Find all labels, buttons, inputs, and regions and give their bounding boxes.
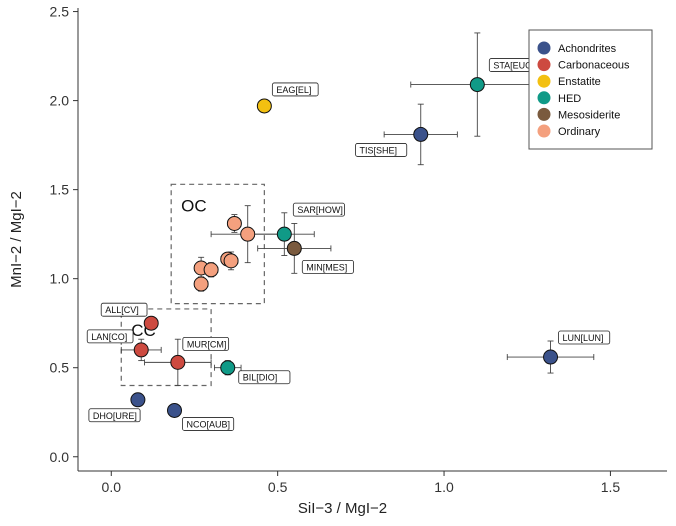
data-point-ordinary[interactable] (203, 262, 219, 278)
legend-label-ordinary: Ordinary (558, 126, 601, 138)
y-tick-label: 1.0 (50, 271, 70, 287)
y-tick-label: 2.0 (50, 93, 70, 109)
point-label-box (558, 330, 611, 345)
point-label: LAN[CO] (91, 332, 127, 342)
y-tick-label: 0.0 (50, 449, 70, 465)
x-axis-title: SiI−3 / MgI−2 (298, 500, 387, 517)
legend-marker-achondrites (537, 41, 551, 55)
point-label: LUN[LUN] (563, 333, 604, 343)
point-label-box (100, 302, 148, 317)
data-point-enstatite[interactable] (256, 98, 272, 114)
data-point-carbonaceous[interactable] (170, 354, 186, 370)
data-point-achondrites[interactable] (413, 126, 429, 142)
point-label-box (182, 417, 235, 431)
data-point-ordinary[interactable] (240, 226, 256, 242)
y-tick-label: 2.5 (50, 4, 70, 20)
data-point-hed[interactable] (220, 360, 236, 376)
point-label-box (182, 336, 230, 351)
point-label-box (238, 370, 291, 385)
data-point-achondrites[interactable] (167, 402, 183, 418)
point-label: DHO[URE] (93, 411, 137, 421)
legend-label-carbonaceous: Carbonaceous (558, 60, 630, 72)
x-tick-label: 0.0 (102, 479, 122, 495)
data-point-achondrites[interactable] (130, 392, 146, 408)
legend-marker-ordinary (537, 124, 551, 138)
legend-label-mesosiderite: Mesosiderite (558, 109, 620, 121)
data-point-achondrites[interactable] (543, 349, 559, 365)
point-label: STA[EUC] (493, 61, 534, 71)
data-point-carbonaceous[interactable] (143, 315, 159, 331)
x-tick-label: 1.5 (601, 479, 621, 495)
point-label: MUR[CM] (187, 339, 227, 349)
point-label: MIN[MES] (306, 262, 347, 272)
x-tick-label: 0.5 (268, 479, 288, 495)
point-label: TIS[SHE] (360, 145, 398, 155)
legend-marker-mesosiderite (537, 107, 551, 121)
x-tick-label: 1.0 (434, 479, 454, 495)
data-point-ordinary[interactable] (193, 276, 209, 292)
data-point-ordinary[interactable] (226, 215, 242, 231)
point-label: EAG[EL] (276, 85, 311, 95)
legend-label-hed: HED (558, 93, 581, 105)
legend-label-achondrites: Achondrites (558, 43, 617, 55)
legend-marker-enstatite (537, 74, 551, 88)
point-label-box (271, 82, 319, 97)
region-label-oc: OC (181, 196, 207, 215)
region-box-oc (170, 183, 265, 305)
point-label-box (301, 260, 354, 274)
point-label: ALL[CV] (105, 305, 139, 315)
data-point-carbonaceous[interactable] (133, 342, 149, 358)
legend-label-enstatite: Enstatite (558, 76, 601, 88)
point-label-box (292, 202, 345, 217)
data-point-ordinary[interactable] (223, 253, 239, 269)
data-point-hed[interactable] (276, 226, 292, 242)
point-label: SAR[HOW] (297, 205, 343, 215)
legend-marker-carbonaceous (537, 58, 551, 72)
y-tick-label: 0.5 (50, 360, 70, 376)
point-label: NCO[AUB] (187, 419, 231, 429)
point-label-box (86, 329, 134, 344)
data-point-mesosiderite[interactable] (286, 240, 302, 256)
y-axis-title: MnI−2 / MgI−2 (8, 191, 25, 288)
legend-marker-hed (537, 91, 551, 105)
y-tick-label: 1.5 (50, 182, 70, 198)
point-label: BIL[DIO] (243, 373, 278, 383)
point-label-box (355, 143, 408, 157)
point-label-box (88, 408, 141, 423)
data-point-hed[interactable] (469, 77, 485, 93)
